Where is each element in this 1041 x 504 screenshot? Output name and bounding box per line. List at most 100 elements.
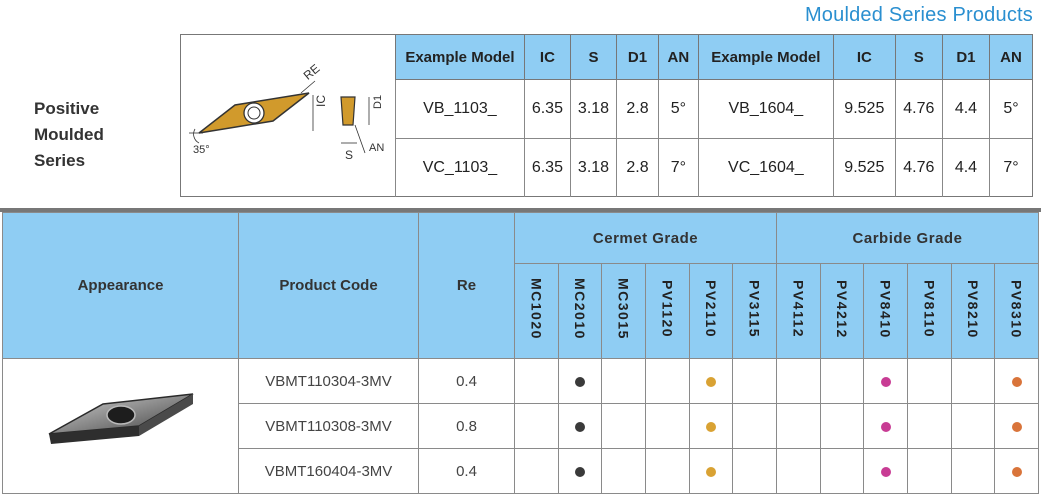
spec-header: S: [569, 35, 618, 80]
angle-label: 35°: [193, 144, 210, 156]
grade-cell: [645, 358, 690, 404]
grade-header: PV8310: [994, 263, 1039, 359]
spec-cell: VC_1103_: [395, 138, 525, 197]
grade-cell: [601, 358, 647, 404]
grade-cell: [950, 448, 996, 494]
grade-header-label: PV8310: [1008, 279, 1025, 339]
spec-header: Example Model: [395, 35, 525, 80]
grade-header: PV1120: [645, 263, 690, 359]
spec-row: VC_1103_ 6.35 3.18 2.8 7° VC_1604_ 9.525 4.76 4.…: [395, 138, 1032, 197]
grade-cell: [819, 448, 865, 494]
grade-cell: [906, 448, 952, 494]
re-cell: 0.4: [417, 358, 516, 404]
grade-cell: [514, 403, 559, 449]
grade-cell: [601, 403, 647, 449]
spec-header-row: Example Model IC S D1 AN Example Model I…: [395, 35, 1032, 80]
grade-header: PV8210: [950, 263, 996, 359]
spec-cell: 4.4: [941, 138, 991, 197]
spec-cell: 6.35: [523, 79, 571, 139]
grade-cell: [906, 403, 952, 449]
grade-cell: [994, 358, 1039, 404]
availability-dot-icon: [706, 466, 716, 477]
grade-cell: [514, 358, 559, 404]
table-row: VBMT110308-3MV 0.8: [3, 403, 1039, 449]
availability-dot-icon: [575, 376, 586, 387]
series-label-line: Series: [34, 151, 86, 170]
spec-block: 35° RE IC D1 S AN Example Model IC S D1 …: [180, 34, 1033, 197]
spec-cell: 7°: [657, 138, 699, 197]
grade-cell: [863, 403, 908, 449]
grade-cell: [906, 358, 952, 404]
insert-photo: [48, 393, 193, 444]
product-code-cell: VBMT110304-3MV: [238, 358, 419, 404]
spec-cell: 9.525: [832, 79, 896, 139]
re-cell: 0.8: [417, 403, 516, 449]
grade-cell: [819, 403, 865, 449]
grade-header: PV2110: [688, 263, 734, 359]
series-label: Positive Moulded Series: [34, 96, 104, 174]
grade-header: MC3015: [601, 263, 647, 359]
grade-cell: [775, 403, 821, 449]
grade-cell: [732, 403, 777, 449]
grade-cell: [775, 358, 821, 404]
spec-cell: VB_1103_: [395, 79, 525, 139]
grade-header-label: PV3115: [746, 279, 763, 339]
spec-cell: 4.76: [894, 79, 943, 139]
grade-header-label: PV1120: [659, 279, 676, 339]
grade-section: Appearance Product Code Re Cermet Grade …: [0, 208, 1041, 504]
grade-header-label: PV8110: [921, 279, 938, 339]
spec-cell: 4.76: [894, 138, 943, 197]
product-code-cell: VBMT110308-3MV: [238, 403, 419, 449]
spec-cell: 9.525: [832, 138, 896, 197]
grade-header: MC1020: [514, 263, 559, 359]
table-row: VBMT110304-3MV 0.4: [1, 358, 1039, 494]
grade-header-label: MC1020: [528, 278, 545, 340]
ic-label: IC: [314, 95, 328, 107]
grade-header-label: PV2110: [703, 279, 719, 339]
grade-cell: [557, 403, 603, 449]
availability-dot-icon: [706, 376, 716, 387]
grade-cell: [688, 403, 734, 449]
grade-cell: [775, 448, 821, 494]
spec-cell: 3.18: [569, 79, 618, 139]
grade-cell: [863, 358, 908, 404]
spec-header: AN: [989, 35, 1032, 80]
spec-cell: 2.8: [616, 79, 659, 139]
spec-header: D1: [941, 35, 991, 80]
grade-cell: [863, 448, 908, 494]
grade-cell: [645, 403, 690, 449]
grade-header-label: PV4212: [833, 279, 850, 339]
series-label-line: Moulded: [34, 125, 104, 144]
grade-table: Appearance Product Code Re Cermet Grade …: [1, 212, 1040, 494]
grade-header-label: PV4112: [790, 279, 807, 339]
grade-header-label: PV8210: [964, 279, 981, 339]
grade-cell: [819, 358, 865, 404]
grade-header-label: PV8410: [877, 279, 894, 339]
grade-cell: [514, 448, 559, 494]
series-label-line: Positive: [34, 99, 100, 118]
spec-header: AN: [657, 35, 699, 80]
availability-dot-icon: [1011, 376, 1022, 387]
spec-cell: 4.4: [941, 79, 991, 139]
insert-hole: [243, 102, 265, 124]
availability-dot-icon: [880, 466, 891, 477]
col-header-re: Re: [417, 212, 516, 359]
spec-header: IC: [832, 35, 896, 80]
s-label: S: [345, 148, 353, 162]
grade-header: PV3115: [732, 263, 777, 359]
spec-header: Example Model: [697, 35, 834, 80]
spec-header: D1: [616, 35, 659, 80]
grade-cell: [950, 358, 996, 404]
grade-cell: [994, 448, 1039, 494]
spec-cell: 2.8: [616, 138, 659, 197]
spec-cell: 5°: [657, 79, 699, 139]
spec-cell: 5°: [989, 79, 1032, 139]
page-title: Moulded Series Products: [804, 4, 1033, 26]
an-label: AN: [369, 142, 384, 154]
grade-header-label: MC3015: [615, 278, 632, 340]
spec-header: S: [894, 35, 943, 80]
grade-cell: [601, 448, 647, 494]
availability-dot-icon: [575, 421, 586, 432]
grade-cell: [688, 358, 734, 404]
spec-row: VB_1103_ 6.35 3.18 2.8 5° VB_1604_ 9.525 4.76 4.…: [395, 79, 1032, 139]
